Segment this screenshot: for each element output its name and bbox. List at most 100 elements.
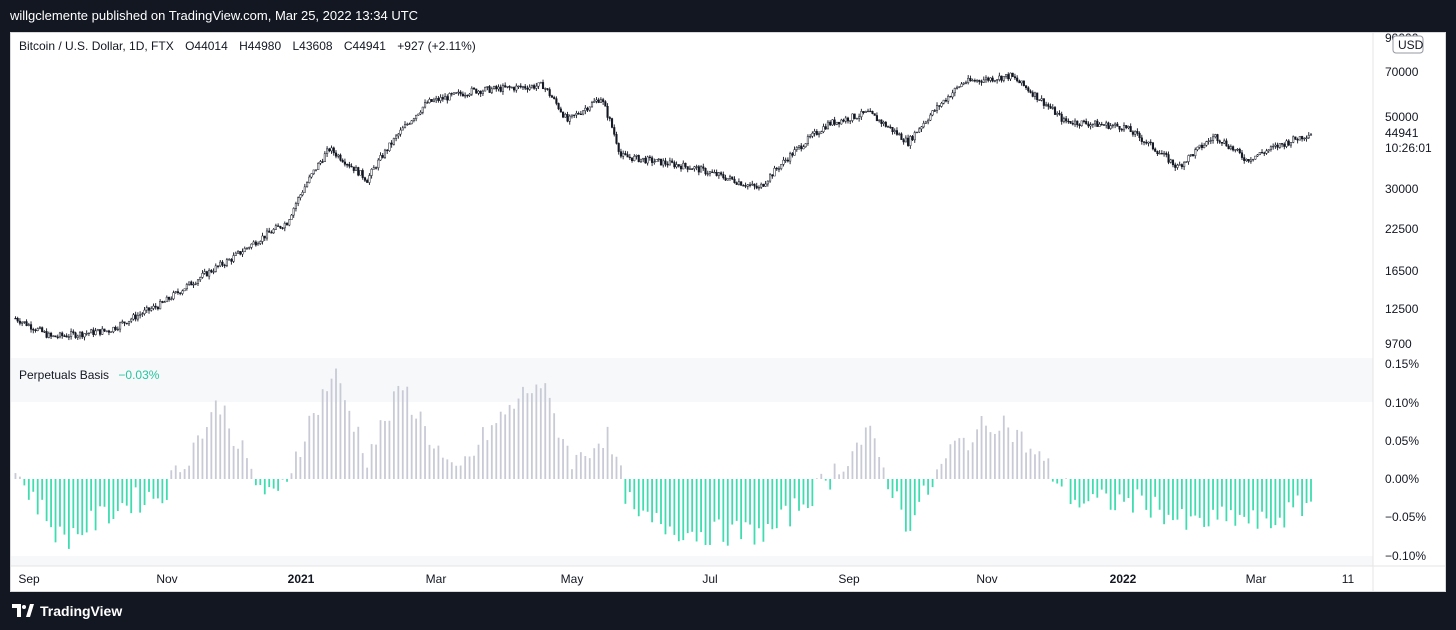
candle-body [541,82,545,90]
candle-body [1252,158,1255,161]
basis-bar [1100,479,1103,490]
candle-body [1243,157,1246,161]
basis-bar [1278,479,1281,518]
basis-bar [268,479,271,488]
candle-body [962,82,965,85]
basis-bar [660,479,662,525]
candle-body [312,169,315,174]
basis-bar [76,479,79,535]
candle-body [401,127,404,131]
basis-bar [214,400,217,479]
time-tick: Jul [702,572,717,586]
candle-body [43,331,46,333]
basis-bar [459,465,462,479]
candle-body [225,259,228,266]
basis-bar [1051,479,1054,482]
basis-bar [1270,479,1272,529]
candle-body [228,259,231,261]
candle-body [16,318,19,322]
basis-bar [815,478,818,479]
candle-body [1160,153,1163,155]
candle-body [163,301,166,303]
basis-bar [446,459,449,479]
candle-body [802,146,805,150]
candle-body [36,328,39,331]
candle-body [1265,150,1268,154]
candle-body [119,322,122,330]
time-tick: Nov [156,572,177,586]
currency-badge[interactable] [1392,35,1424,54]
candle-body [92,329,95,335]
candle-body [70,331,73,337]
candle-body [379,155,382,161]
candle-body [183,288,186,292]
candle-body [753,183,756,187]
candle-body [1269,146,1272,150]
candle-body [757,186,760,189]
candle-body [735,182,738,185]
candle-body [791,153,794,156]
candle-body [306,182,309,188]
candle-body [185,284,188,290]
basis-bar [900,479,903,510]
candle-body [188,281,191,285]
basis-bar [90,479,93,511]
candle-body [953,88,956,94]
candle-body [56,336,59,338]
basis-bar [312,413,315,479]
candle-body [519,85,522,88]
candle-body [1013,76,1016,79]
chart-svg[interactable]: Bitcoin / U.S. Dollar, 1D, FTX O44014 H4… [11,31,1445,591]
candle-body [889,126,892,128]
candle-body [395,135,398,139]
candle-body [1245,159,1248,161]
candle-body [1163,152,1166,155]
candle-body [203,271,206,274]
candle-body [221,261,224,266]
basis-bar [1132,479,1134,513]
candle-body [895,130,899,135]
candle-body [1018,80,1021,84]
candle-body [464,94,467,97]
candle-body [399,129,402,135]
candle-body [728,176,732,179]
candle-body [492,86,496,90]
candle-body [773,167,776,177]
candle-body [873,113,876,116]
basis-bar [130,479,133,514]
basis-bar [651,479,653,523]
candle-body [1240,152,1244,158]
candle-body [617,143,620,152]
candle-body [564,114,567,118]
basis-bar [1287,479,1290,503]
candle-body [1114,123,1117,126]
candle-body [317,163,320,170]
candle-body [354,167,358,171]
chart-container[interactable]: Bitcoin / U.S. Dollar, 1D, FTX O44014 H4… [10,31,1446,592]
basis-bar [1149,479,1152,518]
candle-body [533,85,536,89]
candle-body [797,145,801,148]
candle-body [408,123,411,125]
candle-body [1167,154,1170,163]
candle-body [243,248,246,253]
candle-body [577,113,580,115]
candle-body [1107,122,1110,129]
candle-body [991,77,994,82]
candle-body [635,155,638,157]
price-tick: 70000 [1385,65,1419,79]
basis-bar [802,479,805,505]
basis-bar [624,479,627,504]
candle-body [822,126,825,132]
candle-body [746,184,749,187]
candle-body [52,335,55,337]
candle-body [751,183,754,186]
basis-bar [348,410,351,479]
basis-bar [976,429,978,479]
candle-body [1131,131,1134,135]
candle-body [1283,143,1286,147]
basis-bar [165,479,168,500]
candle-body [283,223,286,229]
candle-body [602,99,605,102]
basis-bar [482,427,484,479]
